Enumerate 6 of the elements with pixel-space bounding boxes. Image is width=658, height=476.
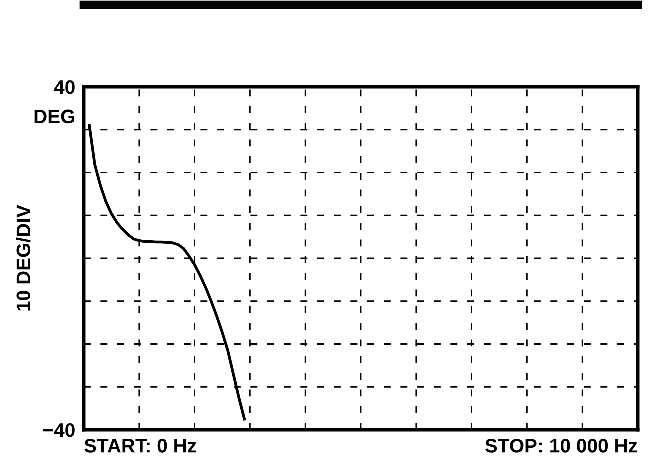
y-tick-label: 40 [54,80,75,94]
text: STOP: 10 000 Hz [485,439,638,453]
y-tick-label: −40 [43,423,75,438]
text: DEG [34,110,74,124]
text: START: 0 Hz [84,439,196,453]
y-axis-title: 10 DEG/DIV [16,205,31,311]
